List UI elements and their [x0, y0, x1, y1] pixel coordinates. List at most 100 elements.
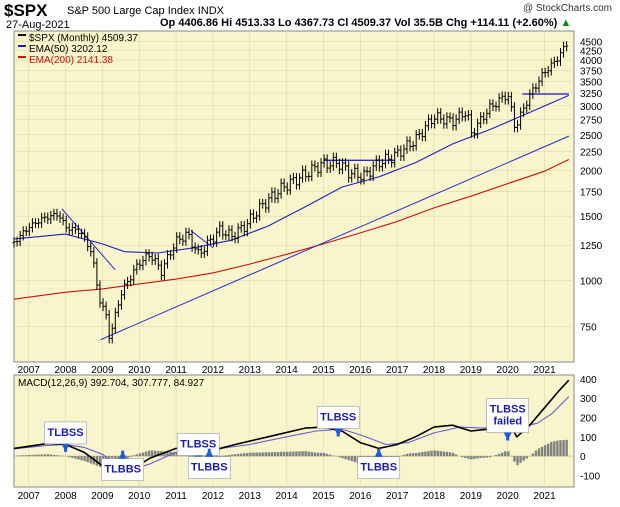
callout-label: failed — [493, 416, 522, 428]
ema50-line — [13, 94, 570, 254]
macd-histogram-bar — [150, 450, 154, 457]
price-y-tick-label: 2500 — [580, 131, 603, 142]
macd-histogram-bar — [304, 451, 307, 457]
macd-x-tick-label: 2009 — [91, 491, 114, 502]
macd-title: MACD(12,26,9) 392.704, 307.777, 84.927 — [18, 378, 205, 389]
macd-histogram-bar — [525, 456, 528, 459]
price-x-tick-label: 2020 — [497, 365, 520, 376]
macd-histogram-bar — [559, 440, 562, 457]
macd-histogram-bar — [25, 455, 28, 457]
macd-histogram-bar — [255, 452, 258, 457]
macd-histogram-bar — [147, 450, 151, 457]
callout-box — [486, 398, 529, 433]
macd-histogram-bar — [470, 456, 473, 460]
macd-histogram-bar — [556, 440, 559, 457]
macd-histogram-bar — [485, 456, 489, 458]
callout-label: TLBSS — [490, 404, 526, 416]
macd-histogram-bar — [500, 452, 504, 457]
macd-x-tick-label: 2019 — [460, 491, 483, 502]
macd-histogram-bar — [68, 456, 71, 458]
macd-x-tick-label: 2012 — [202, 491, 225, 502]
macd-histogram-bar — [467, 456, 470, 459]
macd-histogram-bar — [519, 456, 522, 463]
ema50-legend-label: EMA(50) 3202.12 — [29, 44, 108, 55]
macd-histogram-bar — [442, 451, 446, 457]
macd-x-tick-label: 2018 — [423, 491, 446, 502]
macd-histogram-bar — [43, 454, 46, 457]
macd-histogram-bar — [436, 450, 439, 457]
macd-histogram-bar — [18, 455, 22, 457]
macd-y-tick-label: -100 — [580, 471, 600, 482]
macd-histogram-bar — [310, 452, 314, 457]
price-y-tick-label: 2750 — [580, 116, 603, 127]
macd-histogram-bar — [233, 454, 237, 457]
macd-histogram-bar — [531, 453, 535, 457]
macd-histogram-bar — [292, 451, 295, 457]
macd-histogram-bar — [71, 456, 74, 458]
macd-histogram-bar — [40, 454, 43, 457]
macd-histogram-bar — [141, 452, 145, 457]
macd-histogram-bar — [86, 456, 89, 463]
macd-histogram-bar — [344, 456, 347, 460]
price-x-tick-label: 2017 — [386, 365, 409, 376]
macd-histogram-bar — [46, 454, 49, 457]
macd-x-tick-label: 2017 — [386, 491, 409, 502]
macd-histogram-bar — [138, 453, 142, 457]
macd-histogram-bar — [258, 452, 261, 457]
macd-histogram-bar — [301, 451, 304, 457]
macd-histogram-bar — [227, 454, 231, 457]
callout: TLBSS — [316, 406, 360, 437]
macd-histogram-bar — [322, 452, 326, 457]
callout: TLBBS — [357, 448, 401, 479]
macd-histogram-bar — [273, 452, 277, 457]
macd-histogram-bar — [270, 452, 274, 457]
price-y-tick-label: 2000 — [580, 166, 603, 177]
macd-histogram-bar — [298, 451, 301, 457]
ema200-legend-label: EMA(200) 2141.38 — [29, 55, 113, 66]
macd-histogram-bar — [430, 450, 433, 457]
ema50-series — [13, 94, 570, 254]
macd-histogram-bar — [49, 454, 53, 457]
price-y-tick-label: 4500 — [580, 37, 603, 48]
price-x-tick-label: 2012 — [202, 365, 225, 376]
price-y-tick-label: 1750 — [580, 188, 603, 199]
macd-histogram-bar — [267, 452, 271, 457]
macd-histogram-bar — [350, 456, 353, 462]
callout-arrow-icon — [503, 432, 512, 441]
macd-histogram-bar — [74, 456, 77, 459]
macd-histogram-bar — [332, 455, 335, 457]
macd-histogram-bar — [424, 451, 427, 457]
price-x-tick-label: 2008 — [54, 365, 77, 376]
macd-histogram-bar — [341, 456, 344, 459]
ema200-line — [13, 159, 570, 300]
macd-histogram-bar — [169, 451, 172, 457]
macd-histogram-bar — [126, 456, 129, 460]
macd-histogram-bar — [249, 452, 252, 457]
macd-histogram-bar — [439, 451, 442, 457]
macd-histogram-bar — [562, 440, 565, 457]
callout-label: TLBSS — [320, 411, 356, 423]
ema200-legend-swatch — [18, 56, 26, 58]
macd-histogram-bar — [172, 452, 175, 457]
price-x-tick-label: 2018 — [423, 365, 446, 376]
macd-histogram-bar — [163, 451, 166, 457]
callout-arrow-icon — [118, 450, 127, 459]
price-legend-label: $SPX (Monthly) 4509.37 — [29, 33, 138, 44]
macd-x-tick-label: 2020 — [497, 491, 520, 502]
callout-label: TLBBS — [360, 462, 397, 474]
price-x-tick-label: 2016 — [349, 365, 372, 376]
macd-histogram-bar — [522, 456, 525, 461]
price-y-tick-label: 2250 — [580, 148, 603, 159]
macd-histogram-bar — [547, 443, 550, 457]
macd-histogram-bar — [295, 451, 298, 457]
macd-histogram-bar — [347, 456, 350, 461]
macd-histogram-bar — [553, 441, 556, 457]
quote-values: Op 4406.86 Hi 4513.33 Lo 4367.73 Cl 4509… — [160, 17, 558, 29]
macd-histogram-bar — [89, 456, 92, 464]
callout: TLBSS — [44, 421, 87, 452]
macd-histogram-bar — [313, 452, 317, 457]
price-y-tick-label: 1250 — [580, 241, 603, 252]
macd-y-tick-label: 400 — [580, 375, 597, 386]
ema200-series — [13, 159, 570, 300]
